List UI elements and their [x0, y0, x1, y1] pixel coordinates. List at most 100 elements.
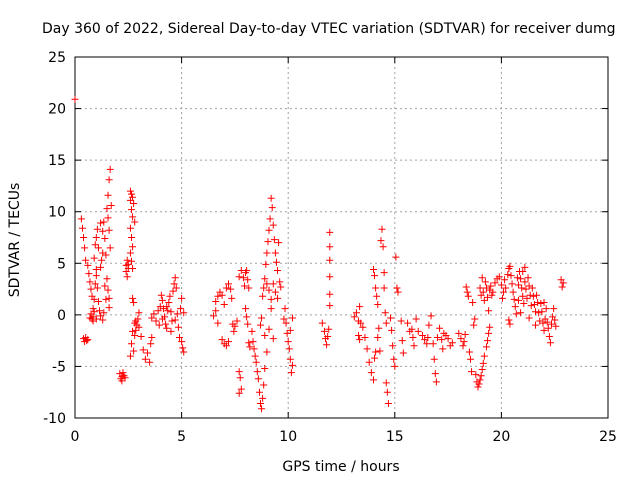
data-point	[254, 375, 262, 383]
data-point	[94, 297, 102, 305]
data-point	[162, 320, 170, 328]
data-point	[228, 294, 236, 302]
data-point	[168, 317, 176, 325]
data-point	[260, 381, 268, 389]
data-point	[371, 354, 379, 362]
data-point	[165, 298, 173, 306]
data-point	[506, 320, 514, 328]
data-point	[155, 321, 163, 329]
data-point	[502, 284, 510, 292]
data-point	[123, 256, 131, 264]
data-point	[523, 294, 531, 302]
data-point	[397, 317, 405, 325]
data-point	[552, 322, 560, 330]
data-point	[479, 359, 487, 367]
data-point	[519, 268, 527, 276]
data-point	[268, 204, 276, 212]
data-point	[87, 285, 95, 293]
data-point	[468, 368, 476, 376]
plot-frame	[74, 56, 609, 419]
data-point	[85, 270, 93, 278]
data-point	[480, 352, 488, 360]
data-point	[388, 326, 396, 334]
data-point	[231, 322, 239, 330]
data-point	[163, 303, 171, 311]
data-point	[518, 284, 526, 292]
data-point	[83, 337, 91, 345]
data-point	[141, 355, 149, 363]
data-point	[374, 301, 382, 309]
data-point	[265, 226, 273, 234]
data-point	[177, 305, 185, 313]
data-point	[461, 330, 469, 338]
data-point	[381, 309, 389, 317]
data-point	[130, 199, 138, 207]
data-point	[356, 336, 364, 344]
data-point	[283, 329, 291, 337]
data-point	[272, 258, 280, 266]
data-point	[410, 342, 418, 350]
data-point	[326, 273, 334, 281]
data-point	[235, 389, 243, 397]
data-point	[489, 288, 497, 296]
data-point	[157, 291, 165, 299]
data-point	[127, 340, 135, 348]
data-point	[143, 349, 151, 357]
data-point	[521, 263, 529, 271]
data-point	[476, 376, 484, 384]
data-point	[537, 300, 545, 308]
data-point	[267, 295, 275, 303]
data-point	[275, 239, 283, 247]
data-point	[545, 333, 553, 341]
data-point	[84, 336, 92, 344]
data-point	[86, 278, 94, 286]
data-point	[264, 238, 272, 246]
data-point	[408, 325, 416, 333]
data-point	[323, 341, 331, 349]
data-point	[500, 288, 508, 296]
data-point	[392, 253, 400, 261]
y-tick-label: 0	[57, 308, 66, 324]
y-tick-label: 5	[57, 256, 66, 272]
data-point	[122, 268, 130, 276]
data-point	[463, 288, 471, 296]
data-point	[129, 327, 137, 335]
data-point	[91, 241, 99, 249]
data-point	[369, 376, 377, 384]
data-point	[103, 205, 111, 213]
data-point	[527, 302, 535, 310]
data-point	[380, 284, 388, 292]
data-point	[277, 283, 285, 291]
data-point	[433, 334, 441, 342]
data-point	[399, 349, 407, 357]
data-point	[486, 323, 494, 331]
data-point	[127, 206, 135, 214]
data-point	[357, 319, 365, 327]
data-point	[505, 316, 513, 324]
data-point	[129, 264, 137, 272]
data-point	[269, 335, 277, 343]
data-point	[164, 307, 172, 315]
data-point	[513, 274, 521, 282]
data-point	[214, 292, 222, 300]
data-point	[147, 340, 155, 348]
data-point	[260, 284, 268, 292]
data-point	[430, 355, 438, 363]
data-point	[171, 316, 179, 324]
data-point	[481, 278, 489, 286]
data-point	[448, 339, 456, 347]
data-point	[548, 320, 556, 328]
data-point	[266, 215, 274, 223]
data-point	[127, 257, 135, 265]
data-point	[124, 260, 132, 268]
grid-lines	[75, 57, 608, 418]
data-point	[167, 308, 175, 316]
x-tick-label: 20	[492, 429, 510, 445]
data-point	[152, 317, 160, 325]
data-point	[163, 324, 171, 332]
data-point	[438, 336, 446, 344]
data-point	[544, 324, 552, 332]
data-point	[97, 263, 105, 271]
data-point	[393, 284, 401, 292]
data-point	[214, 319, 222, 327]
